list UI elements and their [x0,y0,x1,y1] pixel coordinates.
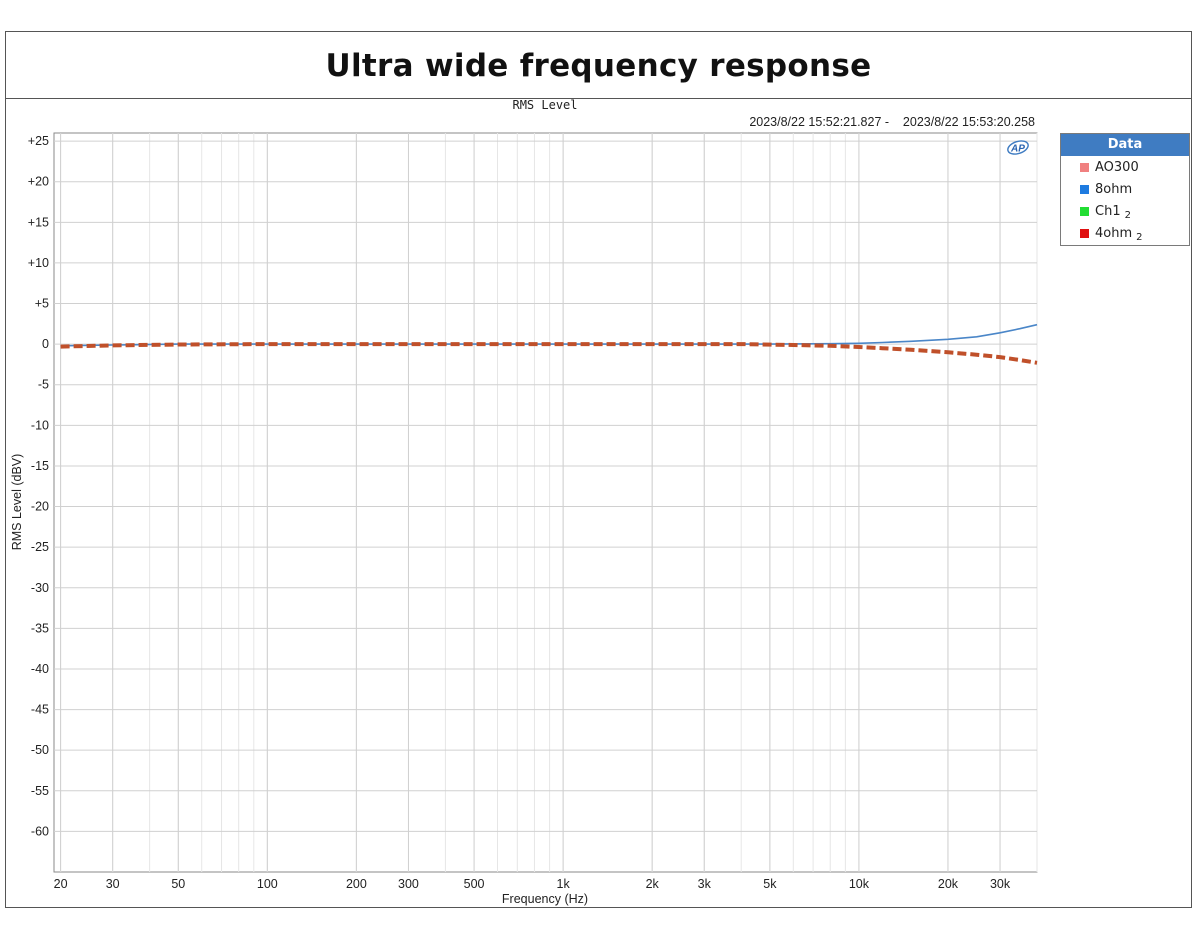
x-tick-label: 50 [171,877,185,891]
time-range: 2023/8/22 15:52:21.827 - 2023/8/22 15:53… [749,115,1035,129]
y-tick-label: -20 [31,500,49,514]
legend-swatch [1080,228,1089,238]
page-title: Ultra wide frequency response [325,48,872,84]
y-axis-label: RMS Level (dBV) [10,454,24,551]
x-tick-label: 1k [557,877,571,891]
legend-label: 4ohm [1095,225,1133,241]
header-band: Ultra wide frequency response [6,32,1191,99]
y-axis: +25 +20 +15 +10 +5 0 -5 -10 -15 -20 -25 -30 -35 -40 -4… [28,134,49,838]
chart-frame: Ultra wide frequency response [5,31,1192,908]
series-line-4ohm [60,342,1038,365]
x-tick-label: 20k [938,877,959,891]
x-tick-label: 5k [763,877,777,891]
grid [54,133,1038,872]
y-tick-label: -40 [31,662,49,676]
chart-title: RMS Level [512,98,577,112]
y-tick-label: -60 [31,824,49,838]
x-tick-label: 2k [646,877,660,891]
y-tick-label: +25 [28,134,49,148]
x-axis: 20 30 50 100 200 300 500 1k 2k 3k 5k 10k 20k 30k [54,877,1011,891]
y-tick-label: -15 [31,459,49,473]
x-tick-label: 3k [698,877,712,891]
legend-item[interactable]: 8ohm [1061,178,1189,200]
y-tick-label: +20 [28,175,49,189]
legend-item[interactable]: 4ohm 2 [1061,222,1189,244]
legend-label: Ch1 [1095,203,1121,219]
y-tick-label: -50 [31,743,49,757]
legend-label: AO300 [1095,159,1139,175]
legend-label: 8ohm [1095,181,1133,197]
legend-swatch [1080,162,1089,172]
ap-logo-icon: AP [1007,140,1029,155]
y-tick-label: +15 [28,215,49,229]
y-tick-label: -25 [31,540,49,554]
x-tick-label: 30 [106,877,120,891]
y-tick-label: +10 [28,256,49,270]
y-tick-label: -30 [31,581,49,595]
x-tick-label: 500 [464,877,485,891]
series-line-8ohm [60,323,1038,347]
legend-swatch [1080,184,1089,194]
legend-item[interactable]: AO300 [1061,156,1189,178]
legend: Data AO300 8ohm Ch1 2 4ohm 2 [1060,133,1190,246]
y-tick-label: +5 [35,297,49,311]
y-tick-label: -10 [31,418,49,432]
svg-text:AP: AP [1010,144,1025,155]
x-tick-label: 100 [257,877,278,891]
legend-subscript: 2 [1124,209,1131,221]
legend-subscript: 2 [1136,231,1143,243]
plot-area [53,132,1038,873]
y-tick-label: -5 [38,378,49,392]
x-axis-label: Frequency (Hz) [502,892,588,906]
x-tick-label: 300 [398,877,419,891]
y-tick-label: -45 [31,703,49,717]
x-tick-label: 30k [990,877,1011,891]
legend-swatch [1080,206,1089,216]
legend-title: Data [1061,134,1189,156]
x-tick-label: 20 [54,877,68,891]
y-tick-label: -55 [31,784,49,798]
x-tick-label: 200 [346,877,367,891]
series-group [60,323,1038,365]
y-tick-label: -35 [31,621,49,635]
y-tick-label: 0 [42,337,49,351]
legend-item[interactable]: Ch1 2 [1061,200,1189,222]
x-tick-label: 10k [849,877,870,891]
